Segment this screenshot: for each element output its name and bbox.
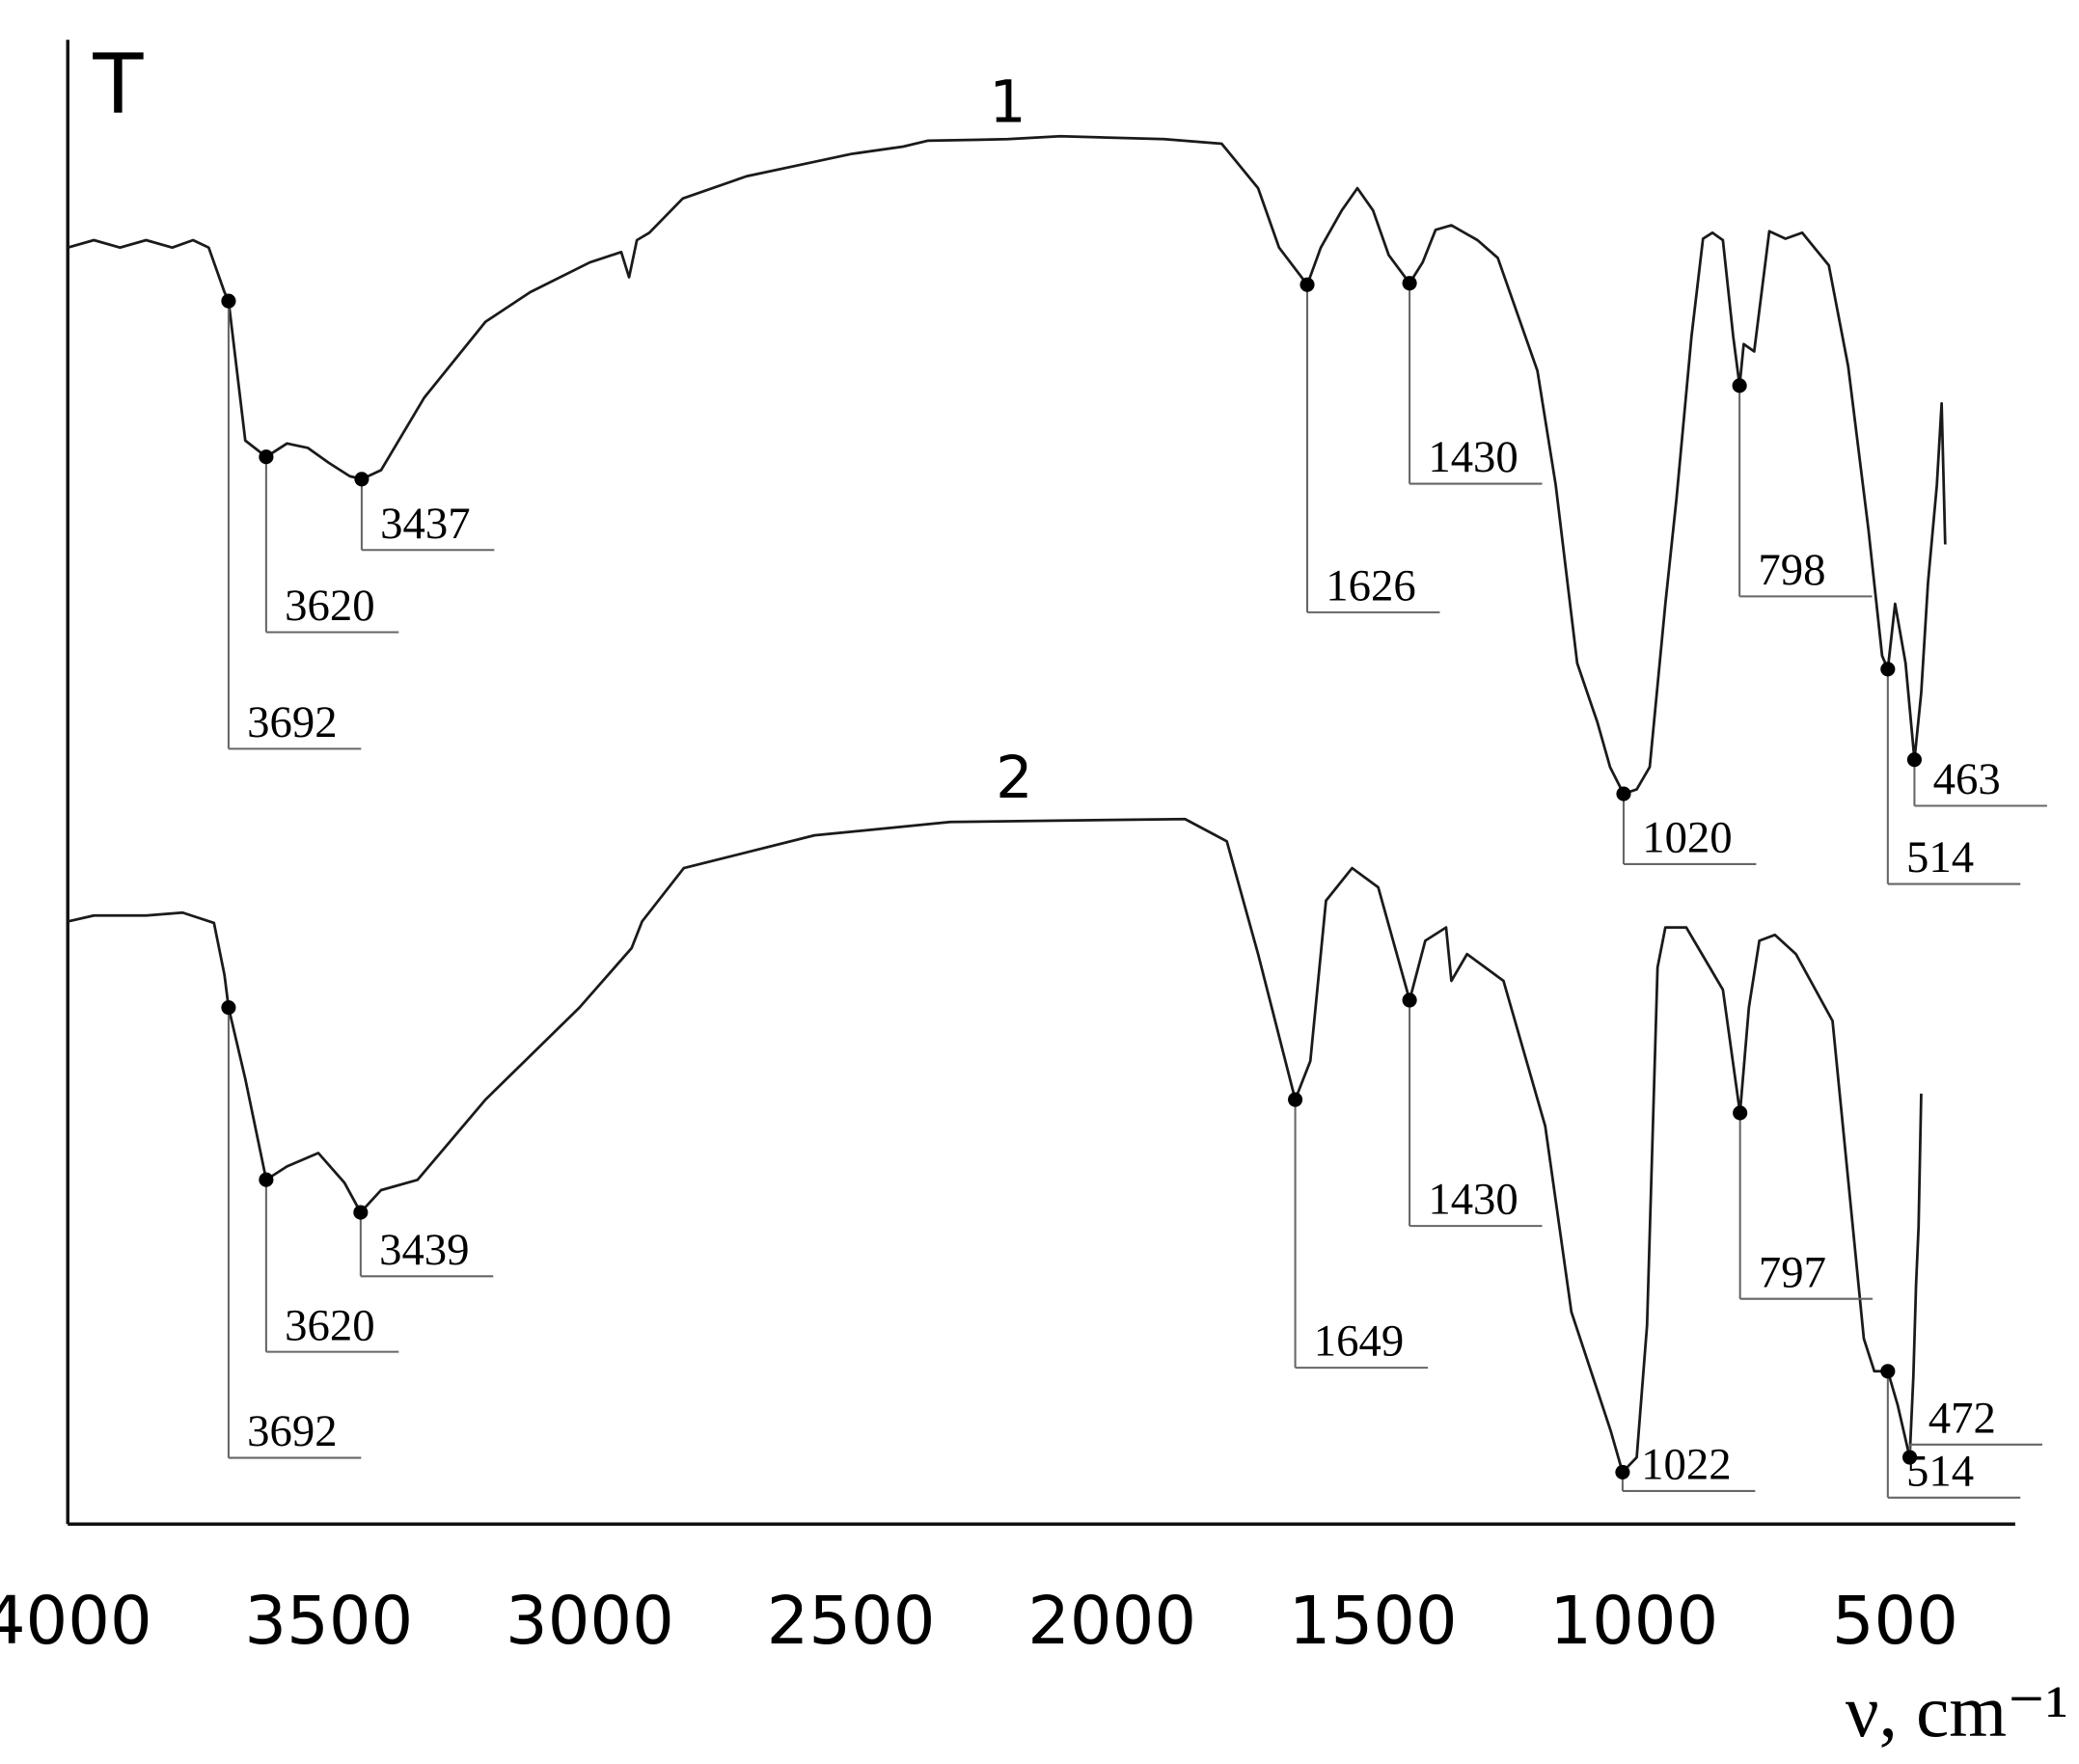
series-label: 2 <box>996 745 1032 812</box>
peak-dot <box>1288 1092 1303 1107</box>
peak-label: 798 <box>1758 545 1825 595</box>
peak-label: 3692 <box>247 1406 337 1456</box>
peak-dot <box>1906 752 1922 768</box>
peak-dot <box>1402 276 1417 291</box>
peak-dot <box>259 1172 274 1187</box>
peak-dot <box>1880 662 1896 677</box>
x-tick-label: 1500 <box>1289 1583 1458 1660</box>
peak-label: 797 <box>1759 1247 1826 1297</box>
peak-label: 514 <box>1906 1446 1974 1496</box>
peak-label: 3437 <box>380 499 470 549</box>
peak-label: 514 <box>1906 832 1974 882</box>
peak-label: 1022 <box>1641 1440 1731 1490</box>
peak-dot <box>1902 1450 1918 1465</box>
x-tick-label: 3500 <box>244 1583 413 1660</box>
x-tick-label: 2000 <box>1027 1583 1196 1660</box>
x-tick-label: 500 <box>1832 1583 1958 1660</box>
peak-dot <box>1616 786 1631 801</box>
peak-dot <box>221 293 236 309</box>
peak-label: 1430 <box>1428 432 1518 482</box>
peak-dot <box>1732 378 1747 394</box>
peak-label: 1649 <box>1314 1316 1404 1367</box>
spectrum-line <box>67 817 1923 1474</box>
peak-label: 1626 <box>1326 560 1415 611</box>
x-tick-label: 1000 <box>1549 1583 1718 1660</box>
peak-dot <box>1299 277 1315 292</box>
peak-label: 3620 <box>285 581 374 631</box>
peak-label: 1430 <box>1428 1175 1518 1225</box>
peak-label: 3620 <box>285 1300 374 1350</box>
peak-label: 463 <box>1933 754 2001 804</box>
peak-dot <box>1733 1105 1748 1121</box>
x-tick-label: 4000 <box>0 1583 152 1660</box>
x-tick-label: 3000 <box>506 1583 674 1660</box>
peak-label: 1020 <box>1642 813 1732 863</box>
peak-dot <box>1880 1364 1896 1379</box>
peak-dot <box>221 1000 236 1016</box>
x-axis-label: ν, cm⁻¹ <box>1846 1669 2068 1752</box>
peak-label: 3439 <box>379 1225 469 1275</box>
peak-dot <box>1615 1464 1630 1479</box>
peak-dot <box>259 449 274 465</box>
peak-dot <box>354 472 369 487</box>
y-axis-label: T <box>92 38 144 133</box>
peak-dot <box>353 1205 369 1220</box>
series-label: 1 <box>989 68 1026 136</box>
peak-label: 472 <box>1929 1393 1996 1443</box>
spectrum-line <box>67 134 1947 796</box>
peak-dot <box>1402 992 1417 1008</box>
x-tick-label: 2500 <box>767 1583 936 1660</box>
peak-label: 3692 <box>247 697 337 747</box>
